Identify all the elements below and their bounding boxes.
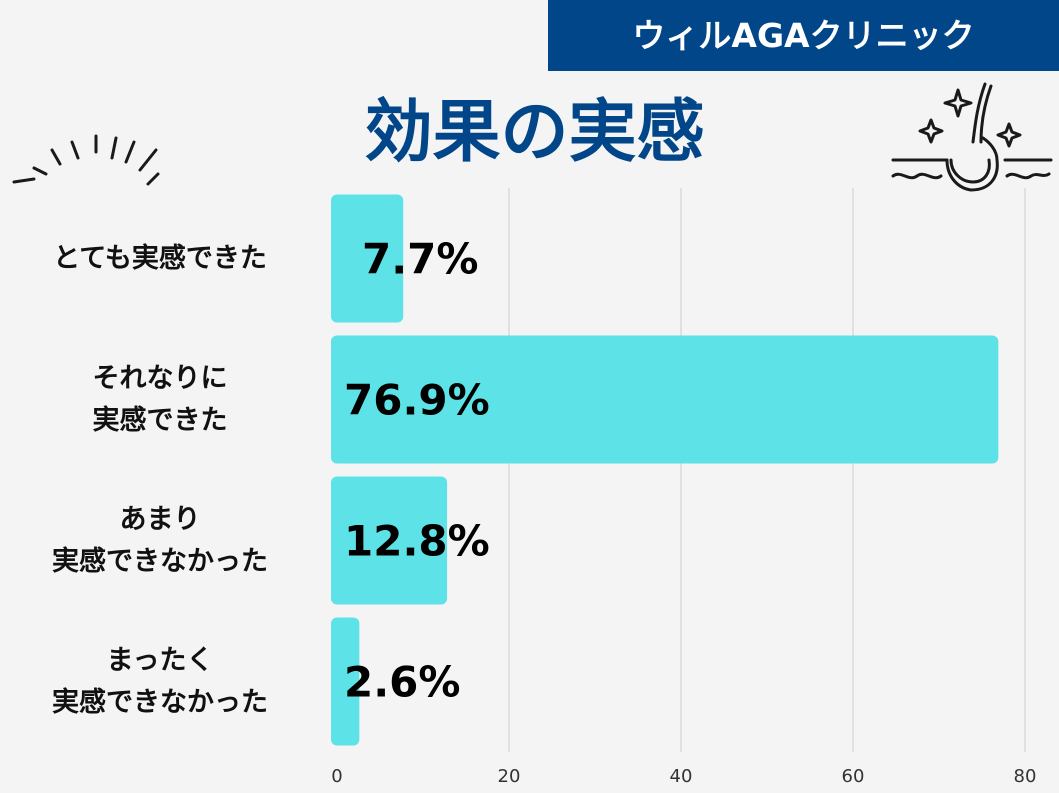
category-label: まったく 実感できなかった <box>52 644 268 718</box>
category-label: とても実感できた <box>53 242 267 274</box>
hair-follicle-icon <box>891 82 1053 192</box>
x-tick-label: 40 <box>670 766 693 787</box>
sparkle-burst-icon <box>12 134 160 186</box>
chart-title: 効果の実感 <box>364 93 705 172</box>
category-label: あまり 実感できなかった <box>52 503 268 577</box>
bar <box>331 194 404 323</box>
x-tick-label: 60 <box>842 766 865 787</box>
x-tick-label: 0 <box>331 766 342 787</box>
category-label: それなりに 実感できた <box>92 362 228 436</box>
bar-value-label: 2.6% <box>344 658 460 707</box>
bar <box>331 335 999 464</box>
x-tick-label: 20 <box>498 766 521 787</box>
bar <box>331 476 448 605</box>
x-tick-label: 80 <box>1014 766 1037 787</box>
bar-value-label: 7.7% <box>362 235 478 284</box>
bar-value-label: 12.8% <box>344 517 490 566</box>
bar <box>331 617 360 746</box>
brand-banner: ウィルAGAクリニック <box>548 0 1059 71</box>
bar-value-label: 76.9% <box>344 376 490 425</box>
